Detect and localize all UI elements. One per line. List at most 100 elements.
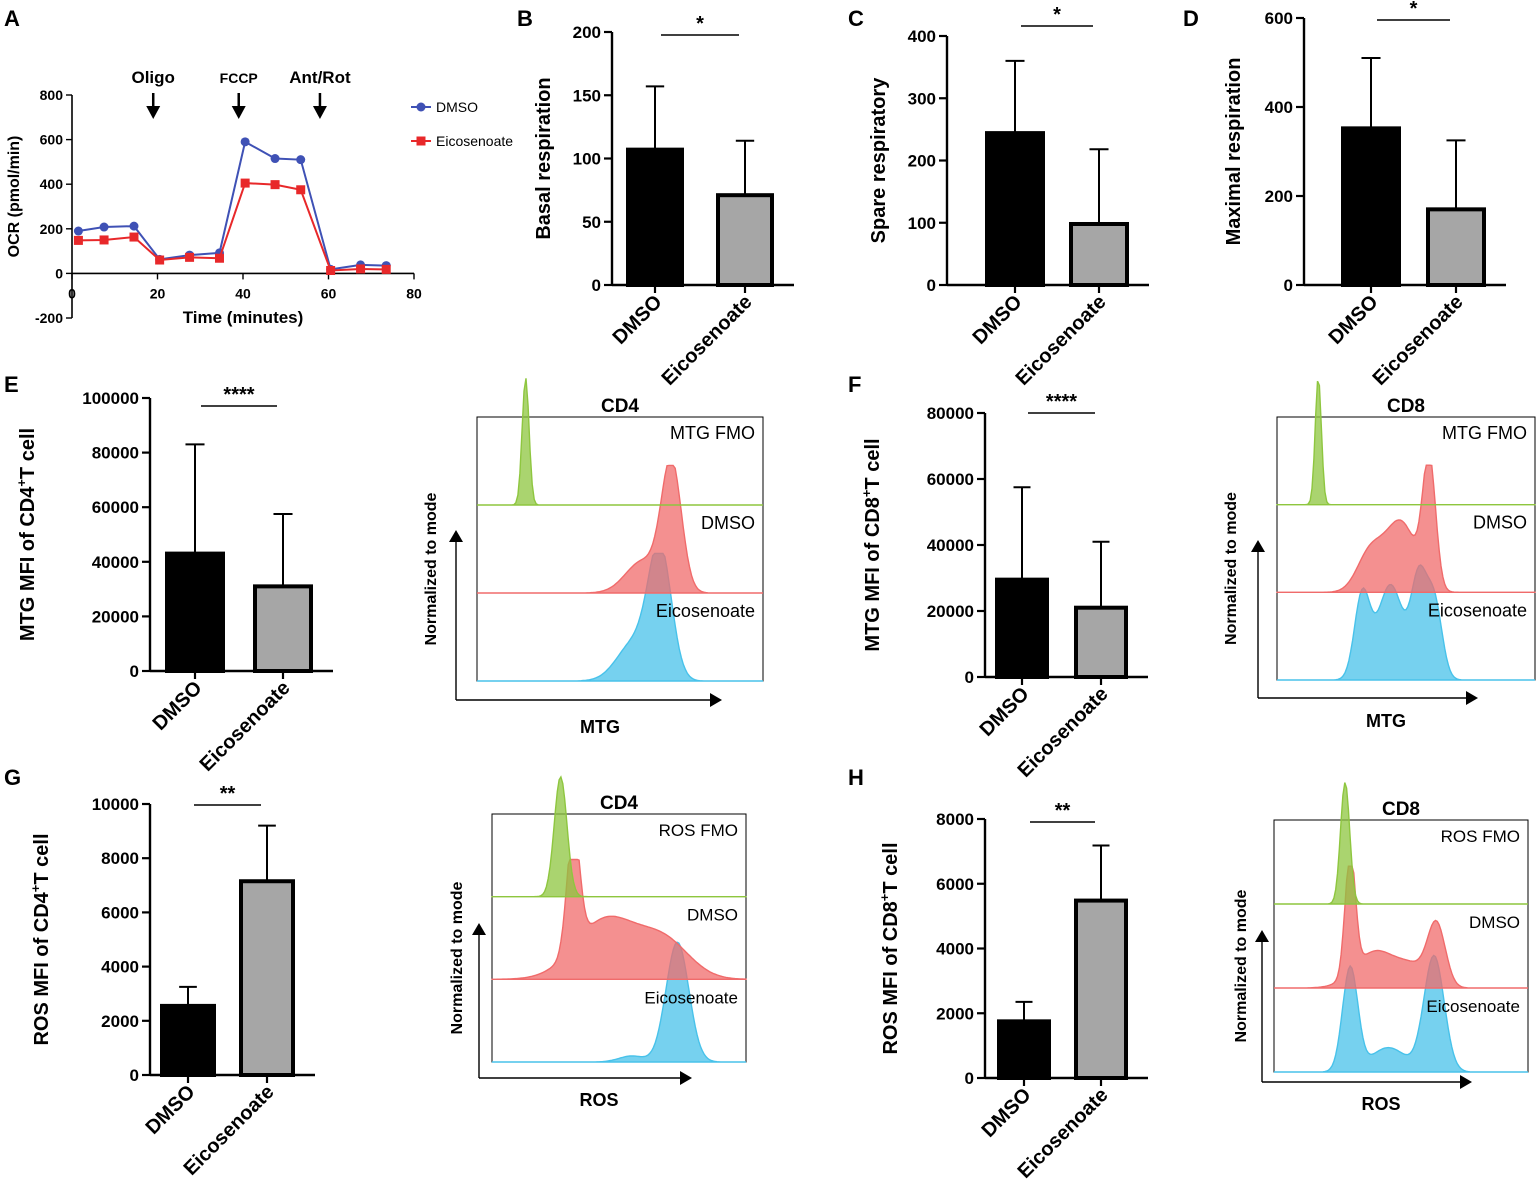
y-axis-title-sup: + (877, 893, 892, 901)
bar-eicosenoate (716, 193, 774, 287)
y-tick-label: 100000 (82, 389, 139, 408)
y-axis-title: OCR (pmol/min) (6, 136, 23, 258)
y-axis-title: Normalized to mode (1233, 889, 1250, 1042)
significance-stars: **** (1046, 391, 1077, 413)
track-label: ROS FMO (1441, 827, 1520, 846)
data-point (99, 235, 109, 245)
track-label: DMSO (1473, 513, 1527, 533)
data-point (185, 252, 195, 262)
y-tick-label: 800 (40, 87, 64, 103)
y-arrow-head (449, 530, 463, 542)
histogram-h-hist: CD8 ROS FMO DMSO Eicosenoate ROS Normalized t… (1233, 782, 1529, 1114)
y-arrow-head (472, 923, 486, 935)
data-point (296, 155, 306, 165)
y-axis-title: Spare respiratory (868, 77, 890, 244)
data-point (296, 185, 306, 195)
y-tick-label: 100 (573, 150, 601, 169)
x-arrow-head (680, 1071, 692, 1085)
y-tick-label: 50 (582, 213, 601, 232)
x-tick-label: 20 (150, 285, 166, 301)
y-tick-label: 20000 (927, 602, 974, 621)
bar-eicosenoate (1426, 207, 1486, 288)
track-label: Eicosenoate (1426, 997, 1520, 1016)
y-tick-label: 0 (965, 668, 974, 687)
bar-dmso (626, 147, 684, 287)
histogram-title: CD8 (1382, 799, 1420, 820)
track-label: MTG FMO (1442, 423, 1527, 443)
y-tick-label: 100 (908, 214, 936, 233)
y-tick-label: 4000 (936, 940, 974, 959)
y-axis-title-main: Spare respiratory (868, 77, 890, 244)
category-label: DMSO (976, 683, 1034, 741)
y-tick-label: 0 (130, 662, 139, 681)
y-tick-label: 0 (592, 276, 601, 295)
y-tick-label: 600 (40, 132, 64, 148)
panel-label-h: H (848, 765, 864, 790)
x-tick-label: 60 (321, 285, 337, 301)
x-arrow-head (1466, 691, 1478, 705)
category-label: DMSO (1325, 291, 1383, 349)
y-tick-label: 40000 (927, 536, 974, 555)
category-label: Eicosenoate (1369, 291, 1468, 390)
y-tick-label: 0 (1284, 276, 1293, 295)
injection-arrow-head (231, 106, 246, 119)
y-tick-label: 300 (908, 89, 936, 108)
y-tick-label: 4000 (101, 958, 139, 977)
histogram-title: CD4 (601, 396, 639, 417)
histogram-title: CD4 (600, 793, 638, 814)
bar-dmso (1341, 126, 1401, 287)
x-arrow-head (1460, 1075, 1472, 1089)
injection-label: FCCP (220, 70, 258, 86)
y-axis-title-main: MTG MFI of CD8 (862, 497, 884, 651)
y-axis-title-tail: T cell (17, 428, 39, 479)
data-point (326, 266, 336, 276)
data-point (129, 232, 139, 242)
y-tick-label: 400 (908, 27, 936, 46)
y-axis-title: MTG MFI of CD4+T cell (14, 428, 39, 641)
data-point (270, 154, 280, 164)
y-axis-title-main: Maximal respiration (1223, 58, 1245, 246)
y-tick-label: 400 (40, 176, 64, 192)
track-label: Eicosenoate (1428, 600, 1527, 620)
track-label: DMSO (687, 906, 738, 925)
track-label: Eicosenoate (644, 988, 738, 1007)
data-point (129, 221, 139, 231)
y-tick-label: 8000 (101, 849, 139, 868)
x-tick-label: 80 (406, 285, 422, 301)
panel-label-c: C (848, 6, 864, 31)
data-point (155, 255, 165, 265)
bar-eicosenoate (1069, 221, 1129, 287)
data-point (214, 253, 224, 263)
y-tick-label: 200 (908, 152, 936, 171)
injection-arrow-head (146, 106, 161, 119)
y-tick-label: 80000 (927, 404, 974, 423)
x-axis-title: MTG (580, 717, 620, 737)
y-tick-label: 0 (927, 276, 936, 295)
bar-dmso (165, 551, 225, 673)
y-tick-label: 600 (1265, 9, 1293, 28)
y-axis-title-main: ROS MFI of CD8 (880, 901, 902, 1054)
line-chart-a: -200 0 200 400 600 800 0 20 40 60 80 Time (minutes)… (6, 68, 513, 327)
significance-stars: * (1410, 0, 1418, 20)
y-tick-label: 200 (1265, 187, 1293, 206)
y-tick-label: 150 (573, 86, 601, 105)
x-arrow-head (710, 693, 722, 707)
y-tick-label: 40000 (92, 553, 139, 572)
track-label: ROS FMO (659, 821, 738, 840)
y-axis-title-sup: + (859, 489, 874, 497)
histogram-f-hist: CD8 MTG FMO DMSO Eicosenoate MTG Normalized t… (1223, 380, 1536, 731)
y-axis-title-sup: + (14, 479, 29, 487)
bar-eicosenoate (239, 879, 295, 1077)
panel-label-d: D (1183, 6, 1199, 31)
y-tick-label: 2000 (936, 1004, 974, 1023)
legend-marker (416, 102, 426, 112)
x-tick-label: 0 (68, 285, 76, 301)
bar-chart-e: 0 20000 40000 60000 80000 100000 DMSOEicosenoa… (14, 384, 333, 776)
data-point (356, 264, 366, 274)
y-axis-title-main: Basal respiration (533, 77, 555, 239)
y-axis-title: Normalized to mode (1223, 492, 1240, 645)
y-axis-title: Normalized to mode (449, 881, 466, 1034)
